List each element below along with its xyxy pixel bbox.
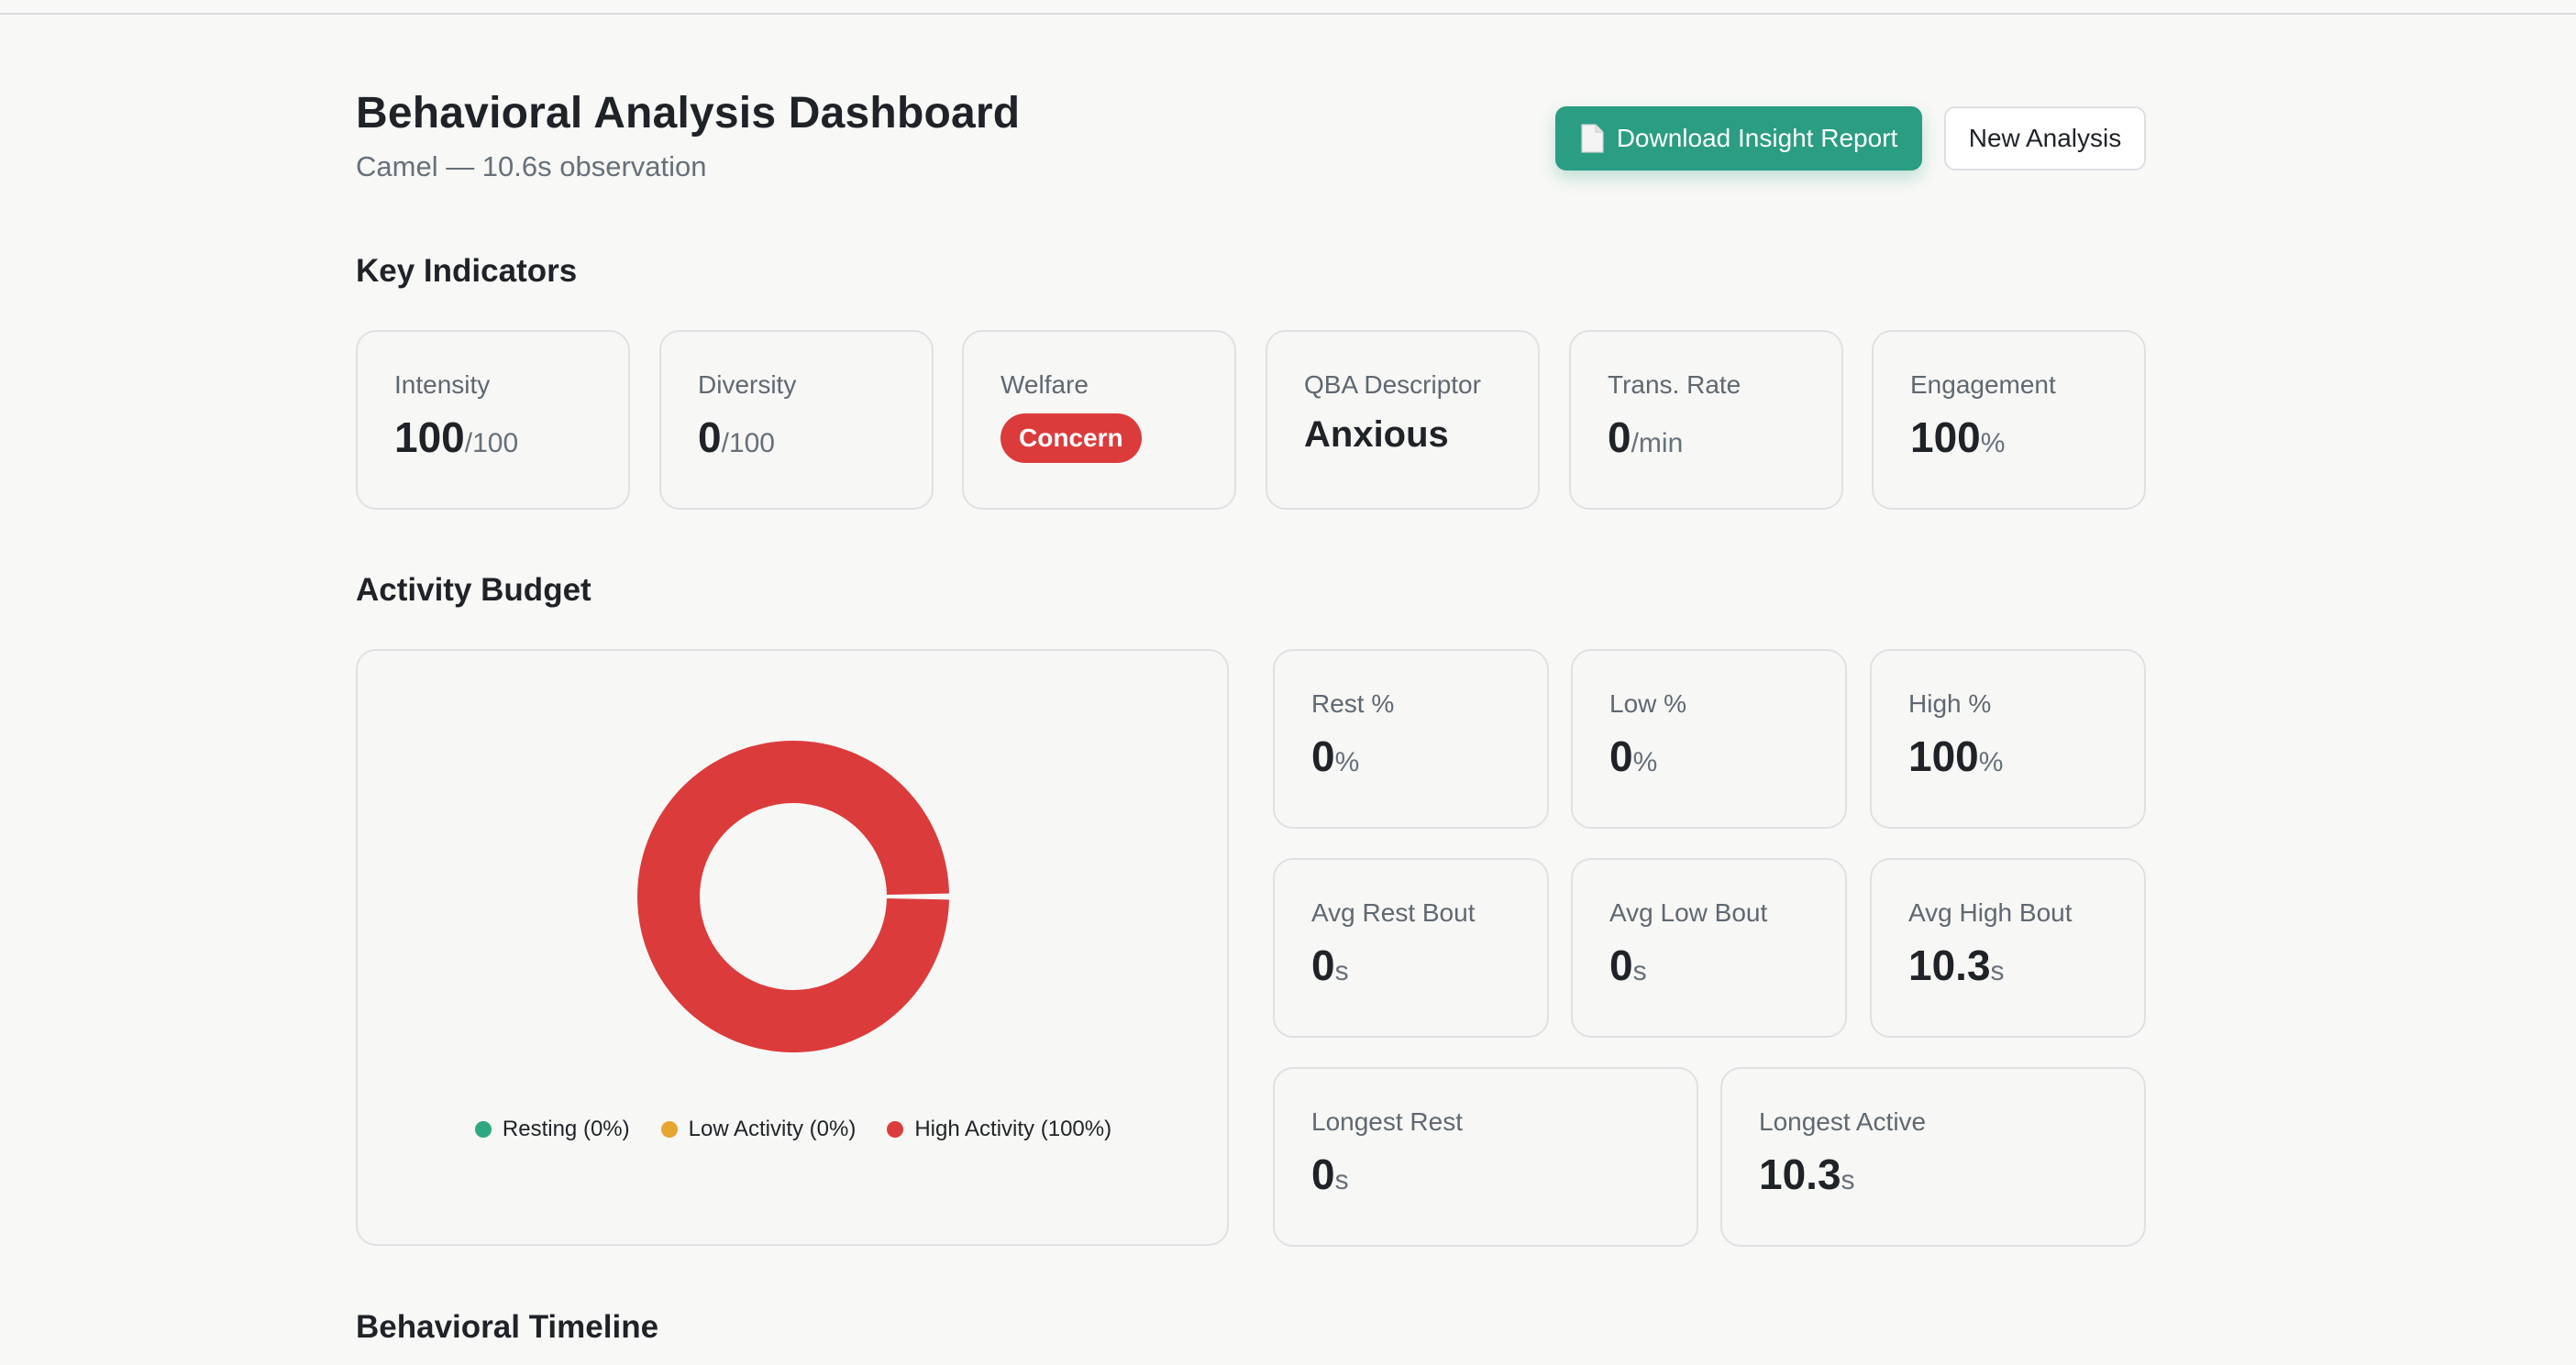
- legend-item-low-activity[interactable]: Low Activity (0%): [660, 1117, 857, 1142]
- chart-legend: Resting (0%) Low Activity (0%) High Activi…: [472, 1117, 1114, 1142]
- avg-high-bout-value: 10.3: [1908, 941, 1991, 989]
- engagement-unit: %: [1980, 428, 2006, 458]
- avg-high-bout-label: Avg High Bout: [1908, 898, 2073, 927]
- avg-rest-bout-unit: s: [1334, 956, 1349, 986]
- legend-label: High Activity (100%): [914, 1117, 1112, 1141]
- document-icon: [1581, 124, 1604, 153]
- avg-rest-bout-card: Avg Rest Bout 0s: [1273, 858, 1549, 1038]
- low-pct-label: Low %: [1609, 689, 1687, 718]
- engagement-card: Engagement 100%: [1872, 330, 2146, 510]
- diversity-label: Diversity: [698, 370, 797, 399]
- welfare-label: Welfare: [1001, 370, 1089, 399]
- top-divider: [0, 13, 2576, 15]
- legend-dot: [660, 1121, 678, 1138]
- transition-rate-label: Trans. Rate: [1608, 370, 1741, 399]
- section-behavioral-timeline: Behavioral Timeline: [356, 1309, 659, 1345]
- intensity-label: Intensity: [394, 370, 491, 399]
- intensity-unit: /100: [464, 428, 519, 458]
- low-pct-unit: %: [1632, 747, 1658, 777]
- rest-pct-value: 0: [1311, 732, 1335, 780]
- welfare-card: Welfare Concern: [962, 330, 1236, 510]
- legend-label: Low Activity (0%): [688, 1117, 857, 1141]
- avg-low-bout-card: Avg Low Bout 0s: [1571, 858, 1847, 1038]
- new-analysis-label: New Analysis: [1968, 124, 2122, 152]
- rest-pct-unit: %: [1334, 747, 1360, 777]
- qba-descriptor-card: QBA Descriptor Anxious: [1266, 330, 1540, 510]
- transition-rate-value: 0: [1608, 413, 1631, 461]
- legend-item-high-activity[interactable]: High Activity (100%): [887, 1117, 1111, 1142]
- high-pct-label: High %: [1908, 689, 1992, 718]
- diversity-value: 0: [698, 413, 722, 461]
- diversity-unit: /100: [721, 428, 775, 458]
- diversity-card: Diversity 0/100: [659, 330, 934, 510]
- longest-rest-label: Longest Rest: [1311, 1107, 1463, 1136]
- legend-dot: [887, 1121, 904, 1138]
- longest-active-unit: s: [1841, 1165, 1855, 1195]
- intensity-card: Intensity 100/100: [356, 330, 630, 510]
- longest-rest-value: 0: [1311, 1150, 1335, 1198]
- page-title: Behavioral Analysis Dashboard: [356, 89, 1021, 138]
- transition-rate-unit: /min: [1631, 428, 1684, 458]
- transition-rate-card: Trans. Rate 0/min: [1569, 330, 1843, 510]
- legend-item-resting[interactable]: Resting (0%): [474, 1117, 630, 1142]
- page-subtitle: Camel — 10.6s observation: [356, 150, 707, 182]
- avg-low-bout-unit: s: [1632, 956, 1647, 986]
- rest-pct-card: Rest % 0%: [1273, 649, 1549, 829]
- intensity-value: 100: [394, 413, 465, 461]
- new-analysis-button[interactable]: New Analysis: [1944, 106, 2146, 171]
- longest-rest-unit: s: [1334, 1165, 1349, 1195]
- section-key-indicators: Key Indicators: [356, 253, 578, 289]
- avg-low-bout-value: 0: [1609, 941, 1633, 989]
- low-pct-card: Low % 0%: [1571, 649, 1847, 829]
- legend-label: Resting (0%): [502, 1117, 630, 1141]
- avg-low-bout-label: Avg Low Bout: [1609, 898, 1768, 927]
- section-activity-budget: Activity Budget: [356, 572, 591, 608]
- legend-dot: [474, 1121, 492, 1138]
- high-pct-value: 100: [1908, 732, 1979, 780]
- welfare-status-badge: Concern: [1001, 413, 1142, 463]
- download-insight-report-button[interactable]: Download Insight Report: [1555, 106, 1922, 171]
- avg-high-bout-card: Avg High Bout 10.3s: [1870, 858, 2146, 1038]
- engagement-value: 100: [1910, 413, 1981, 461]
- high-pct-card: High % 100%: [1870, 649, 2146, 829]
- avg-rest-bout-value: 0: [1311, 941, 1335, 989]
- longest-active-label: Longest Active: [1759, 1107, 1927, 1136]
- low-pct-value: 0: [1609, 732, 1633, 780]
- download-button-label: Download Insight Report: [1616, 124, 1898, 152]
- high-pct-unit: %: [1978, 747, 2004, 777]
- avg-rest-bout-label: Avg Rest Bout: [1311, 898, 1476, 927]
- qba-descriptor-value: Anxious: [1304, 414, 1449, 455]
- page-header: Behavioral Analysis Dashboard Camel — 10…: [356, 88, 2146, 189]
- slice-high-activity[interactable]: [637, 741, 949, 1052]
- engagement-label: Engagement: [1910, 370, 2056, 399]
- activity-donut-chart: [637, 741, 949, 1052]
- qba-descriptor-label: QBA Descriptor: [1304, 370, 1481, 399]
- longest-active-value: 10.3: [1759, 1150, 1841, 1198]
- activity-budget-chart-card: Resting (0%) Low Activity (0%) High Activi…: [356, 649, 1229, 1246]
- longest-rest-card: Longest Rest 0s: [1273, 1067, 1698, 1247]
- longest-active-card: Longest Active 10.3s: [1720, 1067, 2146, 1247]
- avg-high-bout-unit: s: [1990, 956, 2005, 986]
- rest-pct-label: Rest %: [1311, 689, 1395, 718]
